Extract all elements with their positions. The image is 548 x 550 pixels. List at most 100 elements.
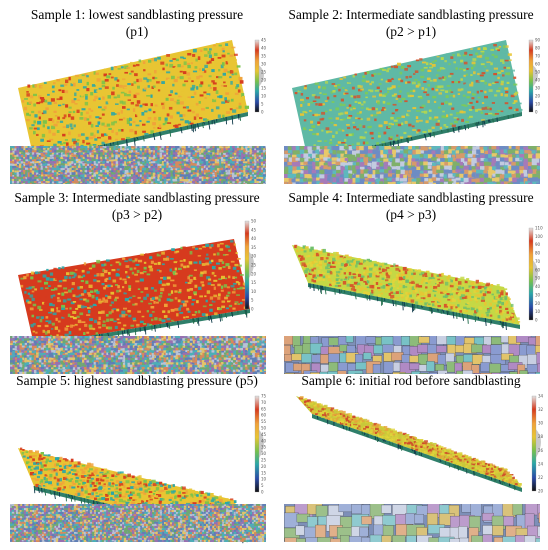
grain: [31, 157, 35, 161]
surface-texel: [435, 74, 439, 77]
grain: [512, 149, 519, 154]
surface-texel: [139, 271, 144, 275]
surface-texel: [91, 264, 96, 268]
surface-texel: [98, 87, 102, 90]
grain: [87, 156, 90, 160]
surface-texel: [348, 80, 352, 83]
grain: [380, 166, 387, 170]
grain: [375, 150, 380, 157]
grain: [488, 154, 493, 158]
grain: [151, 170, 155, 173]
surface-texel: [299, 88, 302, 92]
grain: [16, 170, 20, 173]
grain: [225, 163, 228, 167]
grain: [524, 181, 530, 184]
grain: [535, 174, 540, 179]
grain: [155, 157, 159, 160]
surface-texel: [387, 87, 392, 90]
grain: [148, 181, 152, 184]
surface-texel: [158, 116, 162, 121]
grain: [130, 183, 134, 184]
surface-texel: [478, 66, 481, 68]
surface-texel: [333, 124, 338, 127]
grain: [170, 159, 174, 162]
surface-texel: [229, 54, 234, 57]
grain: [528, 182, 533, 184]
surface-texel: [373, 130, 378, 134]
surface-texel: [45, 277, 50, 281]
surface-texel: [306, 122, 311, 126]
grain: [475, 154, 481, 159]
grain: [23, 161, 26, 164]
grain: [195, 148, 199, 151]
grain: [36, 163, 39, 166]
surface-spike: [231, 115, 234, 125]
surface-texel: [444, 76, 447, 80]
surface-texel: [153, 126, 156, 129]
scale-tick-label: 20: [535, 94, 541, 99]
grain: [54, 174, 57, 177]
grain: [258, 183, 262, 184]
grain: [249, 178, 253, 181]
surface-texel: [32, 303, 37, 307]
grain: [214, 150, 218, 153]
surface-texel: [408, 104, 412, 107]
surface-texel: [242, 287, 247, 289]
surface-texel: [373, 114, 378, 117]
grain: [252, 336, 256, 340]
grain: [82, 176, 85, 179]
grain: [172, 146, 175, 150]
surface-texel: [101, 108, 106, 111]
grain: [323, 154, 330, 160]
surface-texel: [311, 94, 316, 97]
grain: [82, 163, 87, 166]
surface-texel: [433, 78, 437, 82]
grain: [254, 170, 258, 173]
grain: [515, 150, 519, 154]
surface-texel: [182, 57, 186, 60]
surface-texel: [60, 84, 65, 87]
grain: [11, 152, 14, 155]
grain: [43, 152, 47, 155]
grain: [355, 182, 361, 184]
grain: [535, 158, 540, 165]
surface-texel: [128, 285, 132, 289]
surface-base: [18, 40, 248, 160]
grain: [122, 152, 125, 156]
surface-spike: [208, 315, 210, 321]
surface-texel: [502, 101, 506, 105]
grain: [154, 178, 158, 182]
scale-tick-label: 80: [535, 46, 541, 51]
grain: [208, 177, 211, 179]
surface-texel: [94, 138, 98, 141]
surface-texel: [139, 104, 143, 108]
surface-texel: [138, 59, 142, 63]
surface-texel: [227, 291, 231, 295]
grain: [187, 146, 191, 148]
surface-texel: [138, 265, 143, 268]
grain: [133, 155, 136, 157]
grain: [51, 146, 54, 150]
grain: [223, 157, 226, 161]
grain: [359, 166, 365, 172]
surface-texel: [448, 89, 452, 93]
grain: [327, 161, 333, 166]
grain: [93, 183, 98, 184]
surface-texel: [179, 70, 183, 73]
grain: [392, 149, 396, 154]
grain: [107, 176, 110, 180]
surface-texel: [140, 300, 144, 303]
surface-spike: [168, 322, 171, 329]
surface-texel: [61, 289, 65, 291]
grain: [43, 150, 46, 153]
surface-texel: [517, 102, 522, 105]
grain: [89, 163, 92, 167]
grain: [168, 178, 171, 181]
grain: [32, 166, 35, 169]
grain: [412, 173, 416, 178]
surface-texel: [59, 96, 63, 100]
grain: [252, 157, 256, 160]
grain: [120, 336, 124, 339]
grain: [512, 170, 518, 174]
grain: [247, 150, 250, 153]
